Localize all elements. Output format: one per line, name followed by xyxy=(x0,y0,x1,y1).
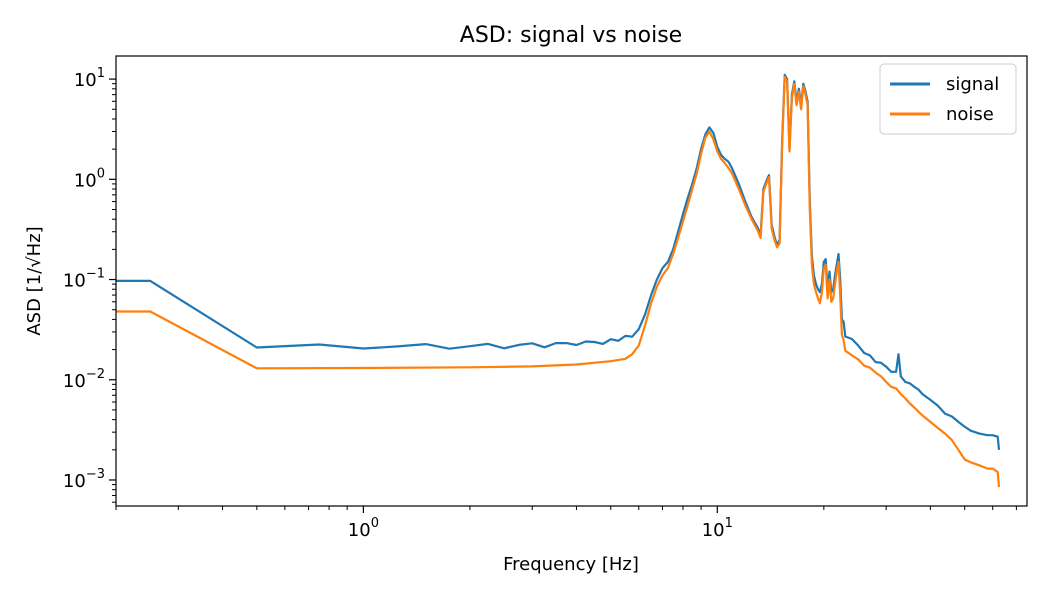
series-line-noise xyxy=(116,75,1001,488)
y-tick-label: 100 xyxy=(74,166,105,191)
legend-noise-label: noise xyxy=(946,104,994,125)
legend-box xyxy=(879,63,1017,135)
series-lines xyxy=(116,73,1001,488)
y-axis-label: ASD [1/√Hz] xyxy=(24,226,45,335)
legend: signal noise xyxy=(879,63,1017,135)
x-axis-label: Frequency [Hz] xyxy=(503,554,639,575)
legend-signal-label: signal xyxy=(946,74,999,95)
x-tick-label: 100 xyxy=(348,516,379,541)
x-tick-label: 101 xyxy=(702,516,733,541)
series-line-signal xyxy=(116,73,1001,450)
y-tick-label: 10−1 xyxy=(63,267,105,292)
y-tick-label: 101 xyxy=(74,66,105,91)
y-tick-label: 10−2 xyxy=(63,367,105,392)
y-tick-label: 10−3 xyxy=(63,467,105,492)
plot-frame xyxy=(115,55,1028,507)
chart-title: ASD: signal vs noise xyxy=(460,23,682,48)
axis-ticks: 100 101 10−3 10−2 10−1 100 101 xyxy=(63,66,1017,541)
